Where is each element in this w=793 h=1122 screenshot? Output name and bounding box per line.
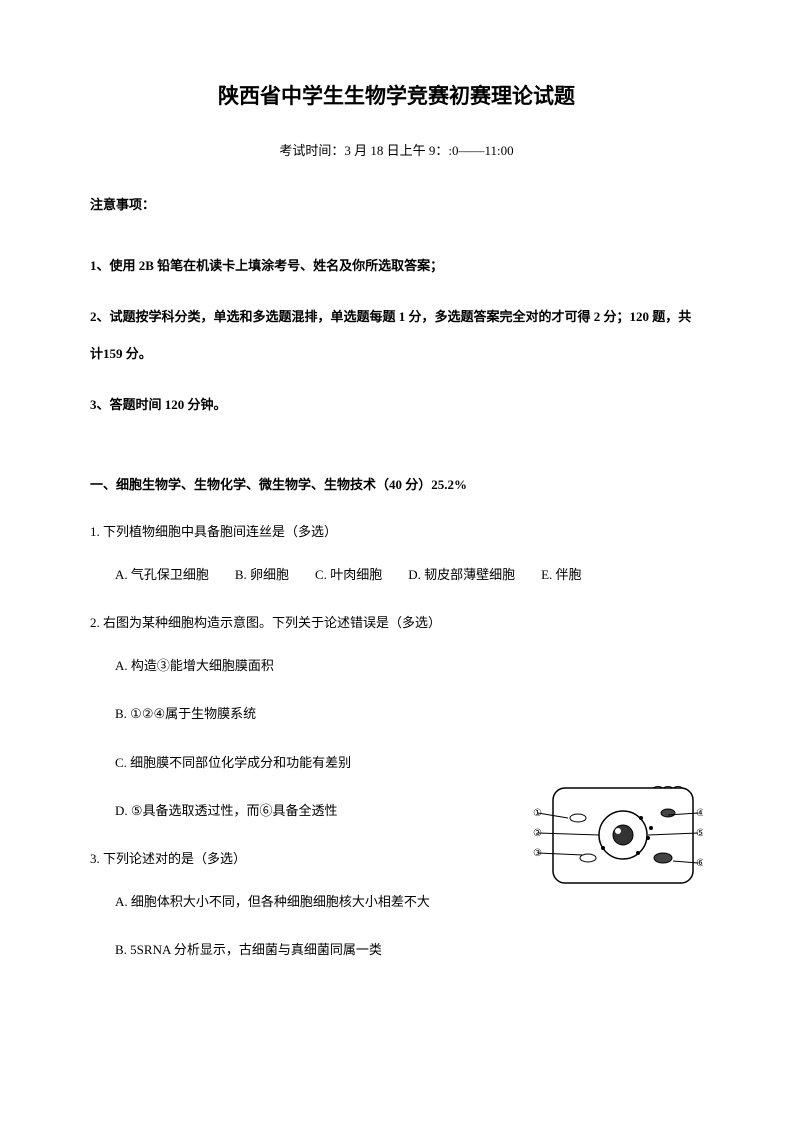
question-1-options: A. 气孔保卫细胞 B. 卵细胞 C. 叶肉细胞 D. 韧皮部薄壁细胞 E. 伴… [90,566,703,584]
question-1-text: 下列植物细胞中具备胞间连丝是（多选） [103,524,337,539]
question-3-option-b: B. 5SRNA 分析显示，古细菌与真细菌同属一类 [90,941,703,959]
question-3-option-a: A. 细胞体积大小不同，但各种细胞细胞核大小相差不大 [90,893,703,911]
question-2-option-b: B. ①②④属于生物膜系统 [90,705,703,723]
diagram-label-5: ⑤ [696,828,703,839]
diagram-label-1: ① [533,808,542,819]
question-3-number: 3. [90,851,100,866]
question-2-stem: 2. 右图为某种细胞构造示意图。下列关于论述错误是（多选） [90,614,703,632]
diagram-label-3: ③ [533,848,542,859]
cell-diagram: ① ② ③ ④ ⑤ ⑥ [533,773,703,893]
diagram-label-4: ④ [696,808,703,819]
instruction-1: 1、使用 2B 铅笔在机读卡上填涂考号、姓名及你所选取答案； [90,248,703,284]
cell-diagram-svg: ① ② ③ ④ ⑤ ⑥ [533,773,703,893]
question-3-text: 下列论述对的是（多选） [103,851,246,866]
section-header: 一、细胞生物学、生物化学、微生物学、生物技术（40 分）25.2% [90,474,703,493]
question-2-option-a: A. 构造③能增大细胞膜面积 [90,657,703,675]
question-2-number: 2. [90,615,100,630]
exam-time: 考试时间：3 月 18 日上午 9：:0——11:00 [90,140,703,159]
question-1-stem: 1. 下列植物细胞中具备胞间连丝是（多选） [90,523,703,541]
notice-header: 注意事项： [90,194,703,213]
diagram-label-2: ② [533,828,542,839]
instruction-3: 3、答题时间 120 分钟。 [90,387,703,423]
question-1: 1. 下列植物细胞中具备胞间连丝是（多选） A. 气孔保卫细胞 B. 卵细胞 C… [90,523,703,584]
question-2-text: 右图为某种细胞构造示意图。下列关于论述错误是（多选） [103,615,441,630]
question-2-option-c: C. 细胞膜不同部位化学成分和功能有差别 [90,754,703,772]
instruction-2: 2、试题按学科分类，单选和多选题混排，单选题每题 1 分，多选题答案完全对的才可… [90,299,703,372]
question-1-number: 1. [90,524,100,539]
exam-title: 陕西省中学生生物学竞赛初赛理论试题 [90,80,703,110]
diagram-label-6: ⑥ [696,858,703,869]
